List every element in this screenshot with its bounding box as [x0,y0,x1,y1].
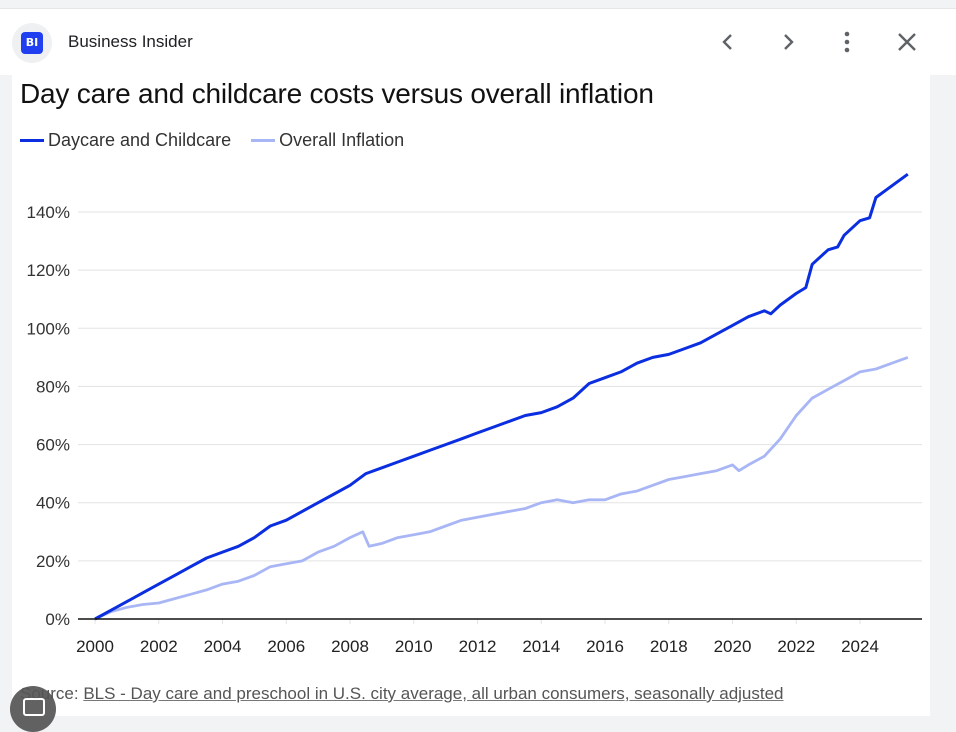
chart-panel [12,74,930,716]
chart-title: Day care and childcare costs versus over… [20,78,654,109]
y-tick-label: 140% [27,203,70,222]
y-tick-label: 20% [36,552,70,571]
x-tick-label: 2010 [395,637,433,656]
x-tick-label: 2012 [459,637,497,656]
site-logo[interactable]: BI [12,23,52,63]
y-tick-label: 120% [27,261,70,280]
top-bar: BI Business Insider [0,8,956,75]
site-name: Business Insider [68,32,193,51]
x-tick-label: 2004 [204,637,242,656]
line-chart: 0% 20% 40% 60% 80% 100% 120% 140% 2000 2002 2004 20… [27,172,922,656]
close-button[interactable] [892,27,922,57]
source-link[interactable]: BLS - Day care and preschool in U.S. cit… [83,684,784,703]
legend-swatch-daycare [20,139,44,142]
x-tick-label: 2024 [841,637,879,656]
previous-button[interactable] [713,27,743,57]
lens-button[interactable] [10,686,56,732]
close-icon [898,33,916,51]
more-vert-icon [844,31,850,53]
series-line-daycare [94,172,909,621]
x-tick-label: 2014 [522,637,560,656]
y-tick-label: 60% [36,436,70,455]
y-tick-label: 40% [36,494,70,513]
x-tick-label: 2006 [267,637,305,656]
x-tick-label: 2008 [331,637,369,656]
next-button[interactable] [773,27,803,57]
x-tick-label: 2002 [140,637,178,656]
x-tick-label: 2018 [650,637,688,656]
y-tick-label: 0% [45,610,70,629]
bi-logo-icon: BI [21,32,43,54]
x-tick-label: 2020 [714,637,752,656]
y-tick-label: 100% [27,319,70,338]
legend-label-daycare: Daycare and Childcare [48,130,232,150]
legend-item-daycare: Daycare and Childcare [20,130,231,151]
legend-item-inflation: Overall Inflation [251,130,404,151]
chart-legend: Daycare and Childcare Overall Inflation [20,130,424,151]
series-line-inflation [94,356,909,621]
legend-swatch-inflation [251,139,276,142]
camera-lens-icon [23,698,45,716]
x-tick-label: 2022 [777,637,815,656]
x-tick-label: 2000 [76,637,114,656]
source-note: Source: BLS - Day care and preschool in … [20,684,784,704]
x-tick-label: 2016 [586,637,624,656]
y-tick-label: 80% [36,377,70,396]
chevron-right-icon [784,34,794,50]
more-options-button[interactable] [832,27,862,57]
legend-label-inflation: Overall Inflation [279,130,405,150]
chevron-left-icon [722,34,732,50]
